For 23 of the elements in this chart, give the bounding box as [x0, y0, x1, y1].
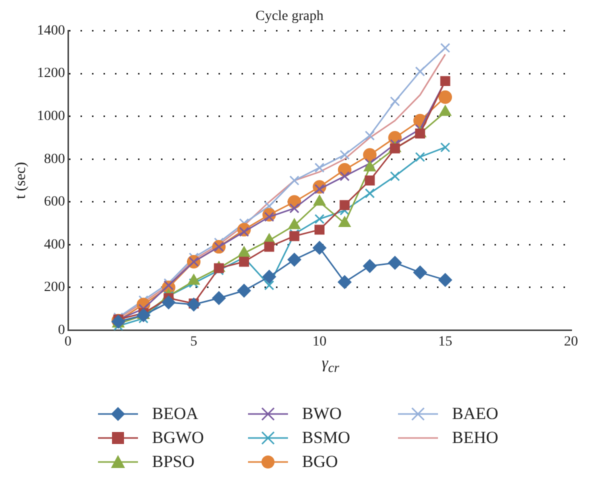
y-tick-label: 1000 — [37, 109, 65, 124]
y-tick-label: 1400 — [37, 23, 65, 38]
y-tick-label: 600 — [44, 194, 65, 210]
chart-title: Cycle graph — [255, 9, 324, 24]
x-tick-label: 10 — [312, 334, 326, 350]
y-tick-label: 0 — [58, 322, 65, 338]
y-tick-label: 200 — [44, 280, 65, 296]
legend-label: BGO — [302, 452, 338, 472]
legend-label: BWO — [302, 404, 342, 424]
y-tick-label: 400 — [44, 237, 65, 252]
legend-label: BEHO — [452, 428, 498, 448]
x-tick-label: 15 — [438, 334, 452, 350]
legend-label: BEOA — [152, 404, 198, 424]
x-tick-label: 5 — [190, 334, 198, 350]
y-tick-label: 1200 — [37, 66, 65, 82]
legend-label: BPSO — [152, 452, 195, 472]
legend-label: BGWO — [152, 428, 204, 448]
x-axis-title: γ$_{cr}$ — [320, 355, 340, 376]
y-axis-title: t (sec) — [12, 162, 29, 200]
legend-label: BAEO — [452, 404, 498, 424]
y-tick-label: 800 — [44, 152, 65, 167]
x-tick-label: 20 — [564, 334, 578, 350]
legend-label: BSMO — [302, 428, 350, 448]
